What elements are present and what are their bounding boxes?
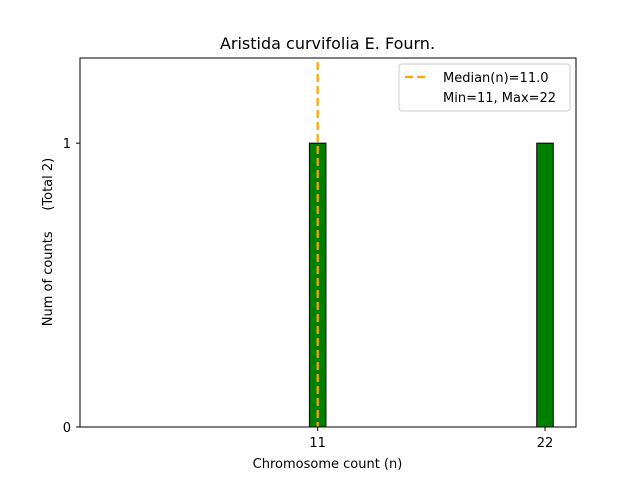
legend: Median(n)=11.0 Min=11, Max=22 bbox=[398, 63, 571, 112]
bar bbox=[536, 142, 554, 428]
y-axis-label: Num of counts (Total 2) bbox=[41, 158, 56, 326]
axes-frame bbox=[79, 57, 577, 428]
legend-entry: Min=11, Max=22 bbox=[443, 91, 556, 106]
x-tick-label: 22 bbox=[537, 436, 554, 451]
x-tick-label: 11 bbox=[309, 436, 326, 451]
legend-entry: Median(n)=11.0 bbox=[443, 71, 549, 86]
x-axis-label: Chromosome count (n) bbox=[253, 457, 403, 472]
legend-box bbox=[398, 63, 571, 112]
chart-title: Aristida curvifolia E. Fourn. bbox=[220, 34, 435, 53]
y-tick-label: 0 bbox=[63, 421, 71, 436]
y-tick-label: 1 bbox=[63, 137, 71, 152]
plot-area: 11 22 0 1 bbox=[63, 57, 577, 451]
